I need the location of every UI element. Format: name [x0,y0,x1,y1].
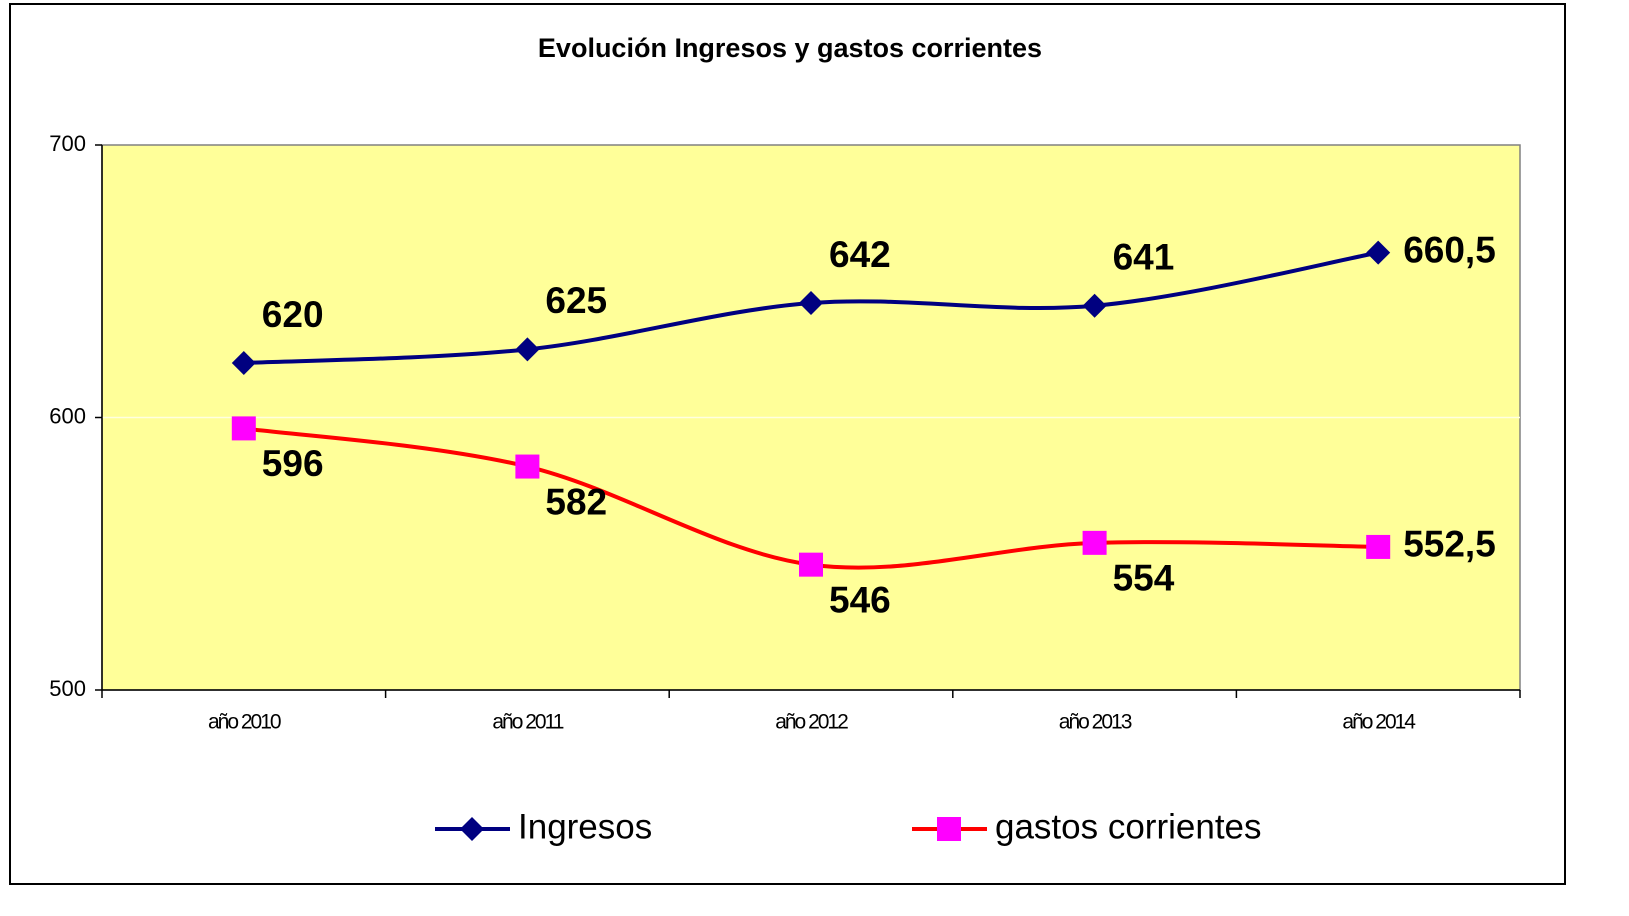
data-label: 660,5 [1403,229,1496,270]
data-point [515,337,540,362]
data-label: 582 [545,481,607,522]
data-label: 596 [262,443,324,484]
chart-title: Evolución Ingresos y gastos corrientes [538,33,1042,63]
legend-marker [937,817,961,841]
data-label: 546 [829,579,891,620]
data-point [1366,534,1391,559]
data-point [515,454,540,479]
data-point [231,416,256,441]
data-point [799,552,823,577]
data-point [231,351,256,375]
data-label: 620 [262,294,324,335]
data-label: 552,5 [1403,524,1496,565]
y-tick-label: 500 [49,676,86,701]
data-point [1082,530,1107,555]
x-tick-label: año 2010 [208,711,281,734]
data-label: 625 [545,280,607,321]
data-point [1366,240,1391,265]
x-tick-label: año 2011 [492,711,563,734]
x-tick-label: año 2014 [1342,711,1416,734]
legend-label: gastos corrientes [995,807,1262,846]
data-point [799,291,823,316]
x-tick-label: año 2013 [1059,711,1132,734]
y-tick-label: 700 [49,131,86,156]
x-tick-label: año 2012 [775,711,848,734]
legend-marker [460,817,484,841]
data-label: 642 [829,234,891,275]
y-tick-label: 600 [49,403,86,428]
data-label: 641 [1113,237,1175,278]
data-label: 554 [1113,558,1175,599]
legend-label: Ingresos [518,807,652,846]
data-point [1082,293,1107,318]
